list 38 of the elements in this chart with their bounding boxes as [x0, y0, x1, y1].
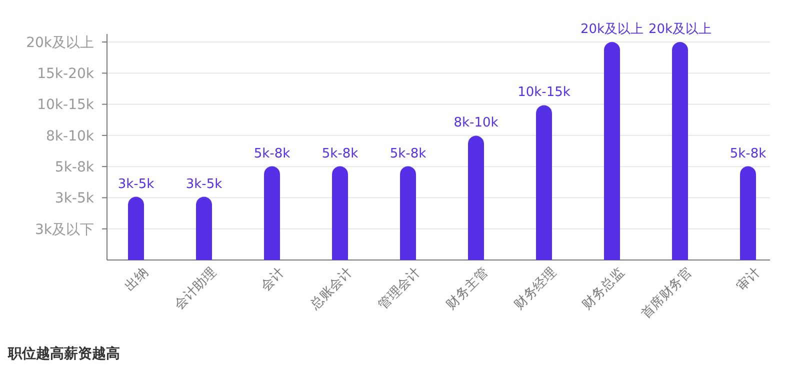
- x-tick-label: 会计: [258, 264, 287, 294]
- text: 3k-5k: [54, 190, 95, 207]
- x-tick-label: 财务主管: [443, 264, 491, 312]
- x-tick-label: 财务经理: [511, 264, 559, 312]
- x-tick-label: 首席财务官: [638, 264, 695, 322]
- text: 职位越高薪资越高: [7, 345, 120, 362]
- text: 10k-15k: [37, 97, 95, 114]
- bar: [604, 42, 620, 260]
- text: 8k-10k: [46, 128, 95, 144]
- bar: [128, 196, 144, 260]
- bar: [536, 105, 552, 260]
- bar: [264, 166, 280, 260]
- x-tick-label: 管理会计: [375, 264, 423, 312]
- annotation: 5k-8k: [730, 146, 767, 162]
- text: 3k及以下: [34, 222, 94, 238]
- text: 15k-20k: [37, 66, 95, 82]
- annotation: 10k-15k: [518, 85, 571, 100]
- bar: [332, 166, 348, 260]
- bar: [196, 196, 212, 260]
- annotation: 5k-8k: [322, 146, 359, 162]
- text: 20k及以上: [26, 34, 94, 51]
- bar: [400, 166, 416, 260]
- bar: [740, 166, 756, 260]
- x-tick-label: 总账会计: [306, 264, 355, 313]
- annotation: 3k-5k: [186, 176, 223, 192]
- annotation: 20k及以上: [648, 22, 712, 37]
- bar: [672, 42, 688, 260]
- annotation: 5k-8k: [390, 146, 427, 162]
- x-tick-label: 会计助理: [171, 264, 219, 312]
- bar: [468, 136, 484, 260]
- x-tick-label: 审计: [734, 264, 763, 294]
- annotation: 5k-8k: [254, 146, 291, 162]
- x-tick-label: 财务总监: [579, 264, 627, 312]
- annotation: 20k及以上: [580, 22, 644, 37]
- x-tick-label: 出纳: [122, 264, 151, 294]
- text: 5k-8k: [54, 159, 95, 176]
- annotation: 8k-10k: [454, 116, 499, 131]
- annotation: 3k-5k: [118, 176, 155, 192]
